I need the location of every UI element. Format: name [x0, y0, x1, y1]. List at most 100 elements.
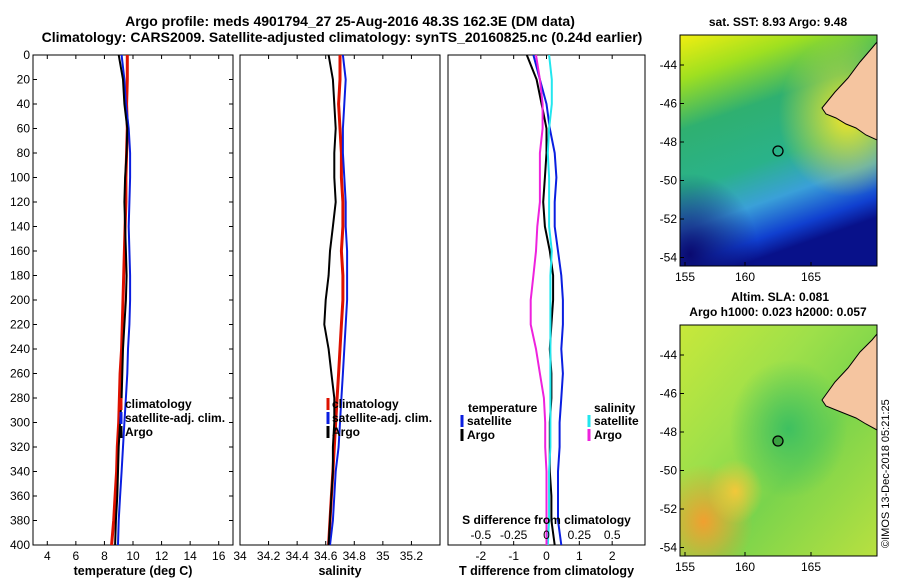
- series-line-satellite-adj-clim-: [117, 54, 132, 546]
- legend-label: satellite-adj. clim.: [125, 411, 225, 425]
- y-tick-label: 400: [10, 538, 30, 552]
- lat-tick-label: -44: [660, 58, 678, 72]
- x-tick-label: 34.4: [285, 549, 309, 563]
- legend-label: Argo: [332, 425, 360, 439]
- x-tick-label: 14: [183, 549, 197, 563]
- lon-tick-label: 165: [801, 560, 821, 574]
- lat-tick-label: -48: [660, 425, 678, 439]
- y-tick-label: 320: [10, 440, 30, 454]
- y-tick-label: 340: [10, 465, 30, 479]
- sst-argo-location-marker: [772, 145, 784, 157]
- y-tick-label: 180: [10, 269, 30, 283]
- y-tick-label: 280: [10, 391, 30, 405]
- s-difference-tick-label: 0.25: [568, 528, 592, 542]
- sla-lon-axis: 155 160 165: [675, 552, 821, 574]
- temperature-plot-frame: [32, 54, 234, 546]
- lat-tick-label: -54: [660, 541, 678, 555]
- salinity-x-axis-label: salinity: [318, 564, 361, 578]
- legend-label: Argo: [125, 425, 153, 439]
- legend-label: satellite: [594, 414, 639, 428]
- sla-map-title: Altim. SLA: 0.081: [731, 290, 829, 304]
- y-tick-label: 60: [17, 122, 31, 136]
- salinity-panel: 34 34.2 34.4 34.6 34.8 35 35.2 salinity climatol…: [233, 54, 441, 578]
- lat-tick-label: -50: [660, 464, 678, 478]
- y-tick-label: 220: [10, 318, 30, 332]
- sst-cold-patch: [680, 35, 877, 266]
- sst-lat-axis: -44 -46 -48 -50 -52 -54: [660, 58, 684, 265]
- lat-tick-label: -50: [660, 174, 678, 188]
- series-line-satellite-adj-clim-: [329, 54, 349, 546]
- sst-map-title: sat. SST: 8.93 Argo: 9.48: [709, 15, 848, 29]
- y-tick-label: 260: [10, 367, 30, 381]
- x-tick-label: -2: [475, 549, 486, 563]
- legend-label: satellite: [467, 414, 512, 428]
- legend-salinity-title: salinity: [594, 401, 636, 415]
- legend-label: satellite-adj. clim.: [332, 411, 432, 425]
- s-difference-axis-label: S difference from climatology: [462, 513, 631, 527]
- sla-map-subtitle: Argo h1000: 0.023 h2000: 0.057: [689, 305, 867, 319]
- lon-tick-label: 160: [735, 560, 755, 574]
- sla-argo-location-marker: [772, 435, 784, 447]
- legend-temperature-title: temperature: [468, 401, 538, 415]
- y-tick-label: 0: [23, 48, 30, 62]
- sla-map: Altim. SLA: 0.081 Argo h1000: 0.023 h200…: [660, 290, 878, 574]
- x-tick-label: 34: [233, 549, 247, 563]
- y-tick-label: 100: [10, 171, 30, 185]
- lon-tick-label: 165: [801, 270, 821, 284]
- y-tick-label: 200: [10, 293, 30, 307]
- s-difference-tick-label: -0.25: [500, 528, 528, 542]
- y-tick-label: 380: [10, 514, 30, 528]
- differences-x-axis-label: T difference from climatology: [459, 564, 634, 578]
- lat-tick-label: -52: [660, 212, 678, 226]
- x-tick-label: 2: [609, 549, 616, 563]
- series-line-s-argo: [529, 54, 548, 545]
- y-tick-label: 140: [10, 220, 30, 234]
- series-line-t-satellite: [532, 54, 564, 546]
- lat-tick-label: -46: [660, 387, 678, 401]
- s-difference-tick-label: -0.5: [470, 528, 491, 542]
- lat-tick-label: -52: [660, 502, 678, 516]
- lon-tick-label: 155: [675, 270, 695, 284]
- s-difference-tick-label: 0.5: [604, 528, 621, 542]
- x-tick-label: 16: [212, 549, 226, 563]
- lat-tick-label: -54: [660, 251, 678, 265]
- legend-label: climatology: [332, 397, 399, 411]
- y-tick-label: 20: [17, 73, 31, 87]
- lat-tick-label: -46: [660, 97, 678, 111]
- legend-label: Argo: [594, 428, 622, 442]
- series-line-s-satellite: [546, 54, 553, 546]
- x-tick-label: 34.2: [257, 549, 281, 563]
- figure-title-line2: Climatology: CARS2009. Satellite-adjuste…: [42, 29, 643, 45]
- x-tick-label: 35: [376, 549, 390, 563]
- x-tick-label: 34.8: [343, 549, 367, 563]
- legend-label: climatology: [125, 397, 192, 411]
- y-tick-label: 300: [10, 416, 30, 430]
- legend-label: Argo: [467, 428, 495, 442]
- x-tick-label: -1: [508, 549, 519, 563]
- lon-tick-label: 155: [675, 560, 695, 574]
- figure-title-line1: Argo profile: meds 4901794_27 25-Aug-201…: [125, 13, 575, 29]
- sst-map-frame: [679, 34, 878, 267]
- temperature-panel: 0 20 40 60 80 100 120 140 160 180 200 220 240 260 280 3…: [10, 48, 234, 578]
- x-tick-label: 12: [155, 549, 169, 563]
- series-line-argo: [323, 54, 337, 546]
- lat-tick-label: -48: [660, 135, 678, 149]
- y-tick-label: 360: [10, 489, 30, 503]
- imos-watermark: ©IMOS 13-Dec-2018 05:21:25: [880, 399, 892, 548]
- series-line-argo: [114, 54, 129, 546]
- lat-tick-label: -44: [660, 348, 678, 362]
- s-difference-tick-label: 0: [543, 528, 550, 542]
- x-tick-label: 0: [543, 549, 550, 563]
- sst-map: sat. SST: 8.93 Argo: 9.48 -44 -46 -48 -50 -5…: [660, 15, 878, 284]
- sst-lon-axis: 155 160 165: [675, 262, 821, 284]
- x-tick-label: 35.2: [400, 549, 424, 563]
- y-tick-label: 160: [10, 244, 30, 258]
- x-tick-label: 6: [73, 549, 80, 563]
- x-tick-label: 34.6: [314, 549, 338, 563]
- y-tick-label: 40: [17, 97, 31, 111]
- y-tick-label: 80: [17, 146, 31, 160]
- sla-map-frame: [679, 324, 878, 557]
- x-tick-label: 8: [101, 549, 108, 563]
- x-tick-label: 1: [576, 549, 583, 563]
